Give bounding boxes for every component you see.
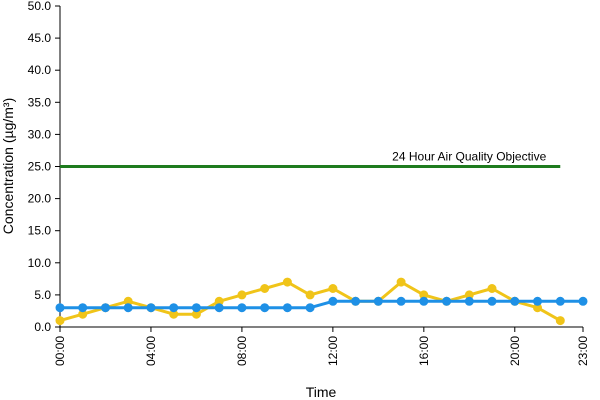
series-1-point — [487, 284, 497, 293]
series-2-point — [101, 303, 110, 313]
x-axis-title: Time — [306, 384, 337, 400]
x-tick-label: 16:00 — [417, 336, 431, 366]
series-2-point — [555, 296, 565, 306]
series-1-point — [328, 284, 338, 293]
y-tick-label: 10.0 — [28, 256, 52, 270]
series-2-point — [464, 296, 474, 306]
series-2-point — [533, 296, 542, 306]
y-tick-label: 30.0 — [28, 127, 52, 141]
y-tick-label: 0.0 — [34, 320, 51, 334]
series-2-point — [237, 303, 247, 313]
series-1-point — [237, 290, 247, 300]
y-tick-label: 25.0 — [28, 160, 52, 174]
series-2 — [55, 296, 588, 313]
y-axis-title: Concentration (µg/m³) — [0, 98, 16, 234]
series-2-point — [328, 296, 338, 306]
series-1-point — [282, 277, 292, 287]
series-2-point — [123, 303, 133, 313]
y-tick-label: 20.0 — [28, 192, 52, 206]
x-tick-label: 12:00 — [326, 336, 340, 366]
series-group — [55, 277, 588, 326]
y-tick-label: 5.0 — [34, 288, 51, 302]
y-tick-label: 40.0 — [28, 63, 52, 77]
series-2-point — [260, 303, 270, 313]
objective-line-group: 24 Hour Air Quality Objective — [60, 150, 561, 168]
x-tick-label: 04:00 — [144, 336, 158, 366]
x-tick-label: 23:00 — [576, 336, 590, 366]
y-tick-label: 50.0 — [28, 0, 52, 13]
series-1-point — [305, 290, 315, 300]
series-2-point — [442, 296, 452, 306]
x-tick-label: 20:00 — [508, 336, 522, 366]
series-2-point — [578, 296, 588, 306]
series-2-point — [351, 296, 361, 306]
series-1-point — [396, 277, 406, 287]
y-tick-label: 45.0 — [28, 31, 52, 45]
series-2-point — [305, 303, 315, 313]
series-2-point — [373, 296, 383, 306]
objective-label: 24 Hour Air Quality Objective — [392, 150, 546, 164]
series-2-point — [55, 303, 65, 313]
series-1-point — [555, 316, 565, 326]
series-1-point — [260, 284, 270, 293]
x-axis: 00:00 04:00 08:00 12:00 16:00 20:00 23:00 — [53, 326, 590, 366]
x-tick-label: 00:00 — [53, 336, 67, 366]
x-tick-label: 08:00 — [235, 336, 249, 366]
series-1-point — [55, 316, 65, 326]
series-2-point — [214, 303, 224, 313]
y-tick-label: 15.0 — [28, 224, 52, 238]
series-2-point — [510, 296, 520, 306]
y-tick-label: 35.0 — [28, 95, 52, 109]
series-2-point — [169, 303, 179, 313]
y-axis: 0.0 5.0 10.0 15.0 20.0 25.0 30.0 35.0 40.0 45.0 50… — [28, 0, 61, 334]
series-2-point — [396, 296, 406, 306]
series-2-point — [487, 296, 497, 306]
series-2-point — [78, 303, 88, 313]
series-2-point — [191, 303, 201, 313]
series-2-point — [146, 303, 156, 313]
series-2-point — [419, 296, 429, 306]
series-2-point — [282, 303, 292, 313]
